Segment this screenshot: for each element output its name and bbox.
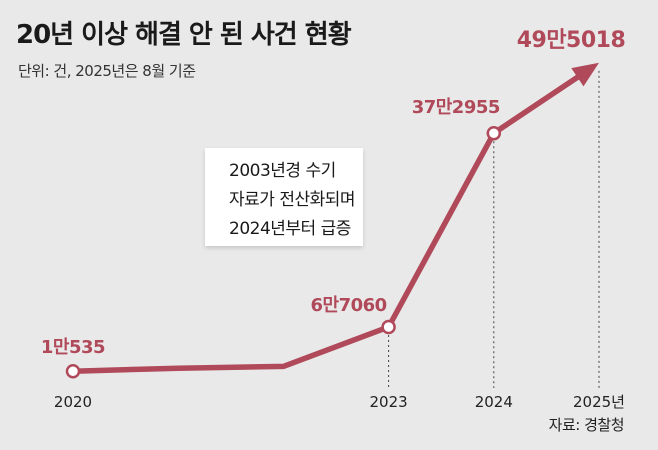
- chart-title: 20년 이상 해결 안 된 사건 현황: [16, 20, 352, 50]
- callout-line-1: 2003년경 수기: [229, 161, 336, 181]
- annotation-callout: 2003년경 수기 자료가 전산화되며 2024년부터 급증: [205, 148, 363, 246]
- x-tick-label-2024: 2024: [475, 393, 513, 411]
- data-point-2023: [381, 319, 396, 335]
- data-label-2024: 37만2955: [412, 97, 500, 118]
- data-label-2020: 1만535: [41, 337, 105, 358]
- series-arrowhead: [571, 62, 599, 87]
- series-line: [70, 74, 581, 374]
- source-note: 자료: 경찰청: [548, 416, 625, 434]
- chart-subtitle: 단위: 건, 2025년은 8월 기준: [18, 62, 196, 80]
- x-tick-label-2020: 2020: [54, 393, 92, 411]
- data-label-2025: 49만5018: [517, 28, 626, 53]
- x-tick-label-2023: 2023: [370, 393, 408, 411]
- callout-line-2: 자료가 전산화되며: [229, 190, 356, 210]
- data-point-2020: [65, 363, 81, 379]
- data-point-2024: [486, 125, 502, 141]
- callout-line-3: 2024년부터 급증: [229, 219, 351, 239]
- x-tick-label-2025: 2025년: [573, 393, 625, 411]
- data-label-2023: 6만7060: [311, 295, 387, 316]
